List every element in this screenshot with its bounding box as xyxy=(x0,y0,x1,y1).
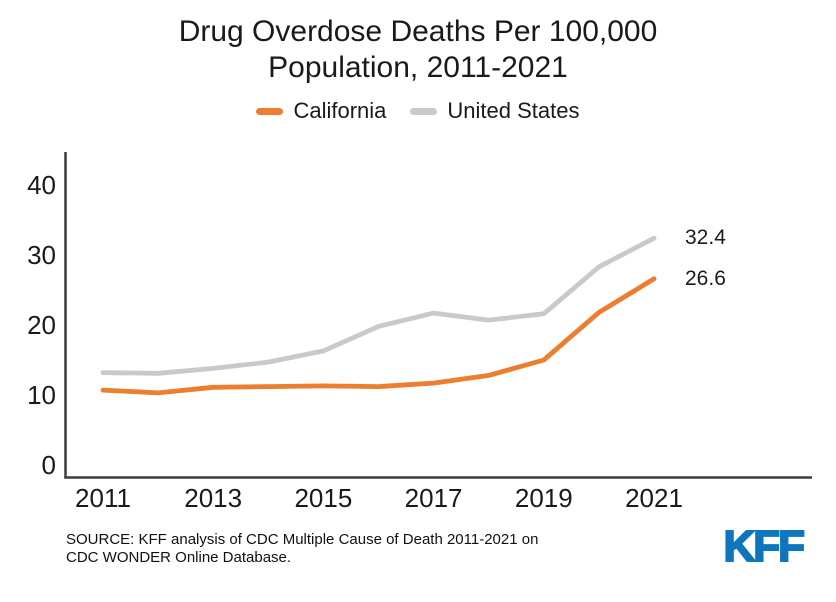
x-tick-label: 2013 xyxy=(184,483,243,513)
legend-label-united-states: United States xyxy=(447,98,580,123)
california-end-label: 26.6 xyxy=(685,266,726,290)
chart-title: Drug Overdose Deaths Per 100,000 Populat… xyxy=(0,14,836,86)
chart-title-line2: Population, 2011-2021 xyxy=(268,51,568,84)
source-note-line1: SOURCE: KFF analysis of CDC Multiple Cau… xyxy=(66,531,539,548)
x-tick-label: 2021 xyxy=(625,483,683,513)
y-tick-label: 10 xyxy=(27,380,56,410)
y-tick-label: 0 xyxy=(41,450,56,480)
legend-item-united-states: United States xyxy=(410,98,580,124)
x-tick-label: 2015 xyxy=(294,483,353,513)
y-tick-label: 40 xyxy=(27,170,56,200)
california-line xyxy=(100,276,657,396)
legend: California United States xyxy=(0,97,836,125)
x-tick-label: 2017 xyxy=(404,483,463,513)
source-note-line2: CDC WONDER Online Database. xyxy=(66,549,292,566)
legend-item-california: California xyxy=(256,98,386,124)
california-swatch-icon xyxy=(256,107,284,115)
x-tick-label: 2011 xyxy=(75,483,131,513)
kff-logo: KFF xyxy=(722,522,806,571)
y-tick-label: 30 xyxy=(27,240,56,270)
united-states-swatch-icon xyxy=(410,107,438,115)
united-states-end-label: 32.4 xyxy=(685,226,726,250)
legend-label-california: California xyxy=(293,98,387,123)
source-note: SOURCE: KFF analysis of CDC Multiple Cau… xyxy=(66,531,538,567)
y-tick-label: 20 xyxy=(27,310,56,340)
x-tick-label: 2019 xyxy=(514,483,573,513)
united-states-line xyxy=(100,235,657,376)
chart-title-line1: Drug Overdose Deaths Per 100,000 xyxy=(178,15,658,48)
